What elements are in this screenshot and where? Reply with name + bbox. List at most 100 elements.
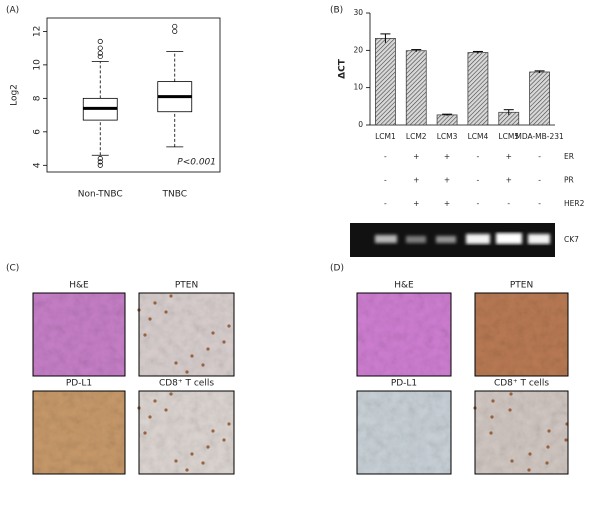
image-label: PTEN [175,281,198,291]
table-cell: - [477,152,480,161]
bar [405,50,427,126]
stained-cell [489,431,493,435]
stained-cell [211,331,215,335]
stained-cell [206,445,210,449]
image-label: H&E [394,281,414,291]
x-tick-label: LCM2 [406,132,427,141]
y-tick-label: 10 [33,59,43,71]
image-texture [139,391,234,474]
table-cell: - [538,152,541,161]
image-label: PD-L1 [391,379,417,389]
table-cell: + [506,152,512,161]
y-tick-label: 6 [33,129,43,135]
x-tick-label: LCM5 [498,132,519,141]
table-cell: - [384,152,387,161]
table-cell: - [384,176,387,185]
row-label: PR [564,176,574,185]
stained-cell [545,461,549,465]
x-tick-label: TNBC [161,190,187,200]
bar [467,52,489,126]
image-border [32,390,126,475]
stained-cell [164,408,168,412]
panel-label: (B) [330,6,343,16]
table-cell: + [413,152,419,161]
table-cell: + [444,176,450,185]
stained-cell [164,310,168,314]
stained-cell [206,347,210,351]
table-cell: - [384,199,387,208]
outlier [172,23,178,29]
bar [529,71,550,126]
stained-cell [490,415,494,419]
table-cell: - [538,176,541,185]
stained-cell [153,301,157,305]
stained-cell [527,468,531,472]
y-tick-label: 8 [33,95,43,101]
panel-label: (D) [330,264,344,274]
x-tick-label: LCM3 [437,132,458,141]
y-tick-label: 12 [33,26,43,37]
stained-cell [190,354,194,358]
stained-cell [153,399,157,403]
stained-cell [174,459,178,463]
image-border [356,390,452,475]
table-cell: - [477,176,480,185]
stained-cell [227,324,231,328]
outlier [97,159,103,165]
outlier [97,156,103,162]
y-tick-label: 4 [33,162,43,168]
x-tick-label: Non-TNBC [78,190,123,200]
outlier [97,162,103,168]
y-tick-label: 10 [353,83,363,92]
image-texture [33,391,125,474]
image-label: CD8⁺ T cells [159,379,214,389]
image-border [474,292,569,377]
image-texture [475,391,568,474]
image-label: H&E [69,281,89,291]
stained-cell [190,452,194,456]
stained-cell [143,431,147,435]
image-border [356,292,452,377]
table-cell: + [413,176,419,185]
table-cell: - [477,199,480,208]
y-axis-title: ΔCT [338,58,348,79]
stained-cell [174,361,178,365]
gel-bands [375,233,550,244]
outlier [97,45,103,51]
row-label: ER [564,152,574,161]
image-texture [357,293,451,376]
stained-cell [508,408,512,412]
stained-cell [169,392,173,396]
stained-cell [211,429,215,433]
stained-cell [491,399,495,403]
image-label: PD-L1 [66,379,92,389]
table-cell: + [444,152,450,161]
stained-cell [547,429,551,433]
panel-label: (C) [6,264,19,274]
annotation: P<0.001 [177,158,216,168]
row-label: HER2 [564,199,585,208]
image-texture [139,293,234,376]
plot-frame [46,17,221,173]
y-tick-label: 30 [353,8,363,17]
stained-cell [222,340,226,344]
stained-cell [185,468,189,472]
image-border [474,390,569,475]
outlier [97,38,103,44]
table-cell: - [507,199,510,208]
bar [436,114,458,126]
y-axis-title: Log2 [10,84,20,106]
table-cell: + [413,199,419,208]
x-tick-label: LCM4 [468,132,489,141]
gel-label: CK7 [564,235,579,244]
panel-label: (A) [6,6,19,16]
x-tick-label: LCM1 [375,132,396,141]
stained-cell [169,294,173,298]
y-tick-label: 20 [353,45,363,54]
table-cell: + [444,199,450,208]
image-border [138,292,235,377]
stained-cell [201,461,205,465]
image-label: CD8⁺ T cells [494,379,549,389]
image-label: PTEN [510,281,533,291]
